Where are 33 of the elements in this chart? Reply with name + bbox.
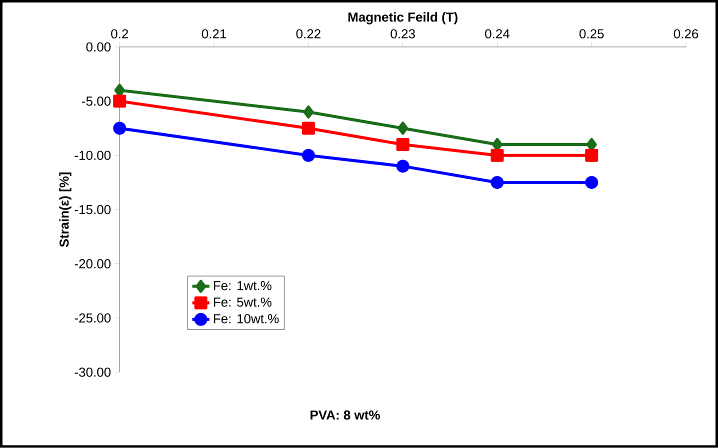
point [398,122,408,135]
x-tick-label: 0.26 [674,29,698,38]
point [113,122,126,135]
x-tick-label: 0.23 [390,29,415,38]
x-tick-label: 0.21 [202,29,226,38]
point [396,160,410,173]
point [585,148,598,162]
x-tick-label: 0.22 [296,29,320,38]
point [585,176,598,190]
y-tick-label: -10.00 [74,150,111,160]
legend-label: Fe: 5wt.% [214,298,272,307]
x-tick-label: 0.24 [485,29,510,38]
point [302,122,315,135]
y-tick-label: 0.00 [86,42,111,52]
point [113,94,126,108]
point [490,176,504,190]
text: PVA: 8 wt% [310,410,380,420]
point [302,148,315,162]
y-axis-title: Strain(ε) [%] [59,172,72,248]
y-tick-label: -30.00 [74,368,111,377]
legend-label: Fe: 10wt.% [214,314,279,324]
point [114,84,125,97]
point [303,106,314,119]
x-axis-title: Magnetic Feild (T) [348,12,458,24]
y-tick-label: -20.00 [74,259,111,268]
y-tick-label: -15.00 [74,205,111,214]
y-tick-label: -5.00 [82,96,111,106]
x-tick-label: 0.25 [579,29,604,38]
y-tick-label: -25.00 [74,313,111,323]
x-tick-label: 0.2 [111,29,128,38]
point [490,148,504,162]
legend-label: Fe: 1wt.% [214,281,272,290]
point [396,138,410,152]
